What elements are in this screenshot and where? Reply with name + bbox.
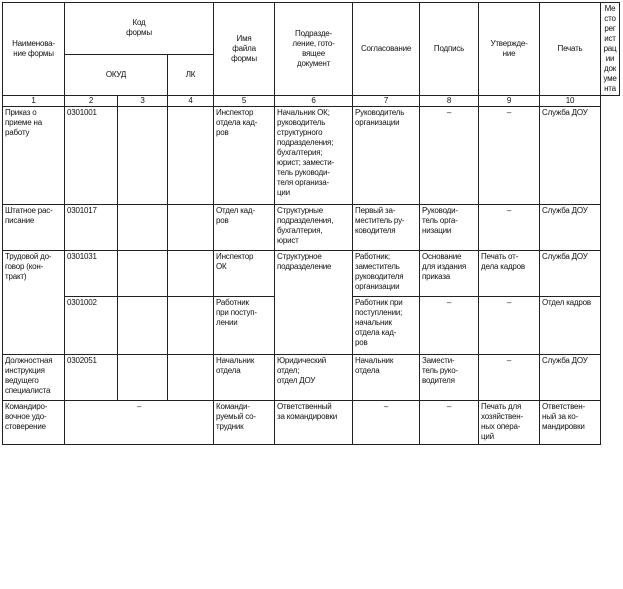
- registration-cell: Служба ДОУ: [539, 250, 602, 297]
- table-row: Трудовой до-говор (кон-тракт) 0301031 Ин…: [2, 250, 620, 355]
- column-number: 6: [274, 95, 354, 107]
- column-number: 8: [419, 95, 480, 107]
- header-row: Наименова-ние формы Код формы Имя файла фор…: [2, 2, 620, 96]
- signature-cell: –: [352, 400, 421, 445]
- column-number: 1: [2, 95, 65, 107]
- table-row: Приказ о приеме на работу 0301001 Инспекто…: [2, 106, 620, 205]
- header-code: Код формы: [63, 2, 215, 55]
- confirm-cell: Замести-тель руко-водителя: [419, 354, 480, 401]
- signature-cell: Работник при поступлении; начальник отдела …: [352, 296, 421, 355]
- signature-cell: Руководитель организации: [352, 106, 421, 205]
- dept-cell: Работник при поступ-лении: [213, 296, 276, 355]
- lk-code: [117, 204, 168, 251]
- column-number: 4: [166, 95, 215, 107]
- column-number: 2: [64, 95, 118, 107]
- stamp-cell: –: [478, 354, 541, 401]
- stamp-cell: –: [478, 296, 541, 355]
- column-number: 9: [478, 95, 541, 107]
- form-name: Трудовой до-говор (кон-тракт): [2, 250, 65, 355]
- stamp-cell: –: [478, 204, 541, 251]
- registration-cell: Отдел кадров: [539, 296, 602, 355]
- form-name: Приказ о приеме на работу: [2, 106, 65, 205]
- registration-cell: Ответствен-ный за ко-мандировки: [539, 400, 602, 445]
- column-number: 7: [352, 95, 421, 107]
- table-row: 0301002 Работник при поступ-лении Работни…: [3, 296, 620, 355]
- file-name: [166, 204, 215, 251]
- stamp-cell: Печать от-дела кадров: [478, 250, 541, 297]
- registration-cell: Служба ДОУ: [539, 204, 602, 251]
- lk-code: [117, 354, 168, 401]
- lk-code: [117, 106, 168, 205]
- okud-code: 0301002: [64, 296, 118, 355]
- lk-code: [117, 250, 168, 297]
- column-number: 10: [539, 95, 602, 107]
- header-registration: Место регистрации документа: [600, 2, 620, 96]
- registration-cell: Служба ДОУ: [539, 354, 602, 401]
- okud-code: 0302051: [64, 354, 118, 401]
- header-lk: ЛК: [166, 53, 215, 97]
- confirm-cell: –: [419, 296, 480, 355]
- header-subrow: ОКУД ЛК: [3, 53, 620, 97]
- file-name: [166, 250, 215, 297]
- header-name: Наименова-ние формы: [2, 2, 65, 96]
- lk-code: [117, 296, 168, 355]
- dept-cell: Начальник отдела: [213, 354, 276, 401]
- file-name: [166, 106, 215, 205]
- table-row: Должностная инструкция ведущего специалиста…: [2, 354, 620, 401]
- header-dept: Подразде-ление, гото-вящее документ: [274, 2, 354, 96]
- header-okud: ОКУД: [64, 53, 168, 97]
- signature-cell: Начальник отдела: [352, 354, 421, 401]
- registration-cell: Служба ДОУ: [539, 106, 602, 205]
- table-row: Штатное рас-писание 0301017 Отдел кад-ро…: [2, 204, 620, 251]
- header-signature: Подпись: [419, 2, 480, 96]
- okud-code: 0301031: [64, 250, 118, 297]
- header-file: Имя файла формы: [213, 2, 276, 96]
- confirm-cell: –: [419, 106, 480, 205]
- dept-cell: Отдел кад-ров: [213, 204, 276, 251]
- header-approval: Согласование: [352, 2, 421, 96]
- column-number: 5: [213, 95, 276, 107]
- approval-cell: Структурные подразделения, бухгалтерия, юри…: [274, 204, 354, 251]
- file-name: [166, 354, 215, 401]
- stamp-cell: Печать для хозяйствен-ных опера-ций: [478, 400, 541, 445]
- approval-cell: Начальник ОК; руководитель структурного под…: [274, 106, 354, 205]
- okud-code: 0301017: [64, 204, 118, 251]
- dept-cell: Команди-руемый со-трудник: [213, 400, 276, 445]
- stamp-cell: –: [478, 106, 541, 205]
- table-row: Командиро-вочное удо-стоверение – Команд…: [2, 400, 620, 445]
- form-name: Должностная инструкция ведущего специалиста: [2, 354, 65, 401]
- dept-cell: Инспектор отдела кад-ров: [213, 106, 276, 205]
- signature-cell: Первый за-меститель ру-ководителя: [352, 204, 421, 251]
- file-name: [166, 296, 215, 355]
- confirm-cell: –: [419, 400, 480, 445]
- okud-code: 0301001: [64, 106, 118, 205]
- confirm-cell: Основание для издания приказа: [419, 250, 480, 297]
- form-name: Штатное рас-писание: [2, 204, 65, 251]
- code-merged-cell: –: [63, 400, 215, 445]
- approval-cell: Ответственный за командировки: [274, 400, 354, 445]
- confirm-cell: Руководи-тель орга-низации: [419, 204, 480, 251]
- forms-table: Наименова-ние формы Код формы Имя файла фор…: [2, 2, 620, 445]
- header-stamp: Печать: [539, 2, 602, 96]
- column-numbers-row: 1 2 3 4 5 6 7 8 9 10: [2, 95, 620, 107]
- approval-cell: Юридический отдел; отдел ДОУ: [274, 354, 354, 401]
- signature-cell: Работник; заместитель руководителя организа…: [352, 250, 421, 297]
- dept-cell: Инспектор ОК: [213, 250, 276, 297]
- approval-cell: Структурное подразделение: [274, 250, 354, 355]
- form-name: Командиро-вочное удо-стоверение: [2, 400, 65, 445]
- header-confirm: Утвержде-ние: [478, 2, 541, 96]
- column-number: 3: [117, 95, 168, 107]
